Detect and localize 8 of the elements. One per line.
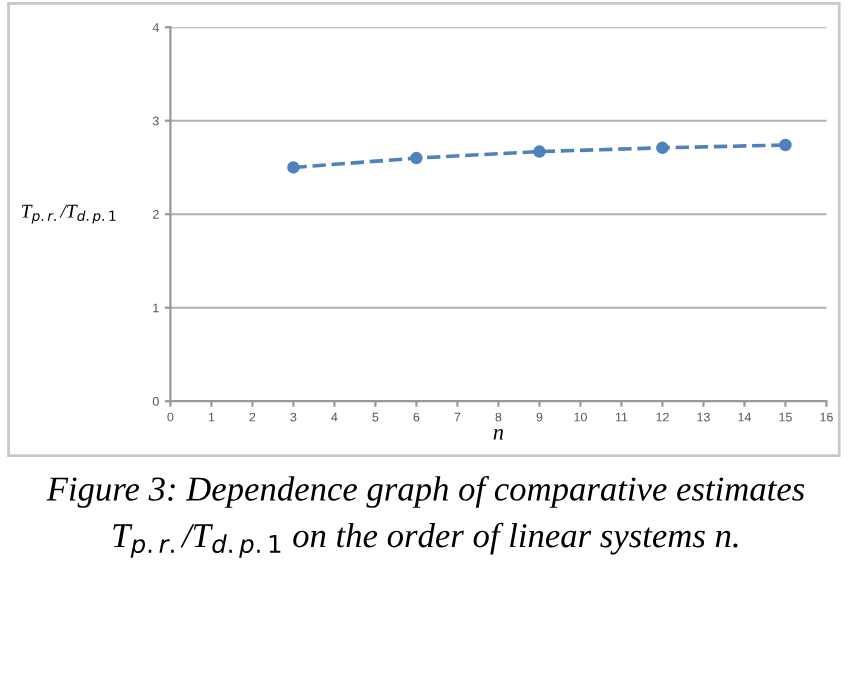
x-axis-title: n: [493, 428, 504, 440]
point: [779, 138, 792, 152]
point: [287, 161, 300, 174]
y-axis-title: T$_{p.r.}$/T$_{d.p.1}$: [21, 204, 116, 224]
point: [533, 145, 546, 158]
point: [656, 141, 669, 155]
caption: Figure 3: Dependence graph of comparative estimates T$_{p.r.}$/T$_{d.p.1}$ on the order of linear systems n.: [46, 476, 805, 558]
point: [410, 151, 423, 165]
